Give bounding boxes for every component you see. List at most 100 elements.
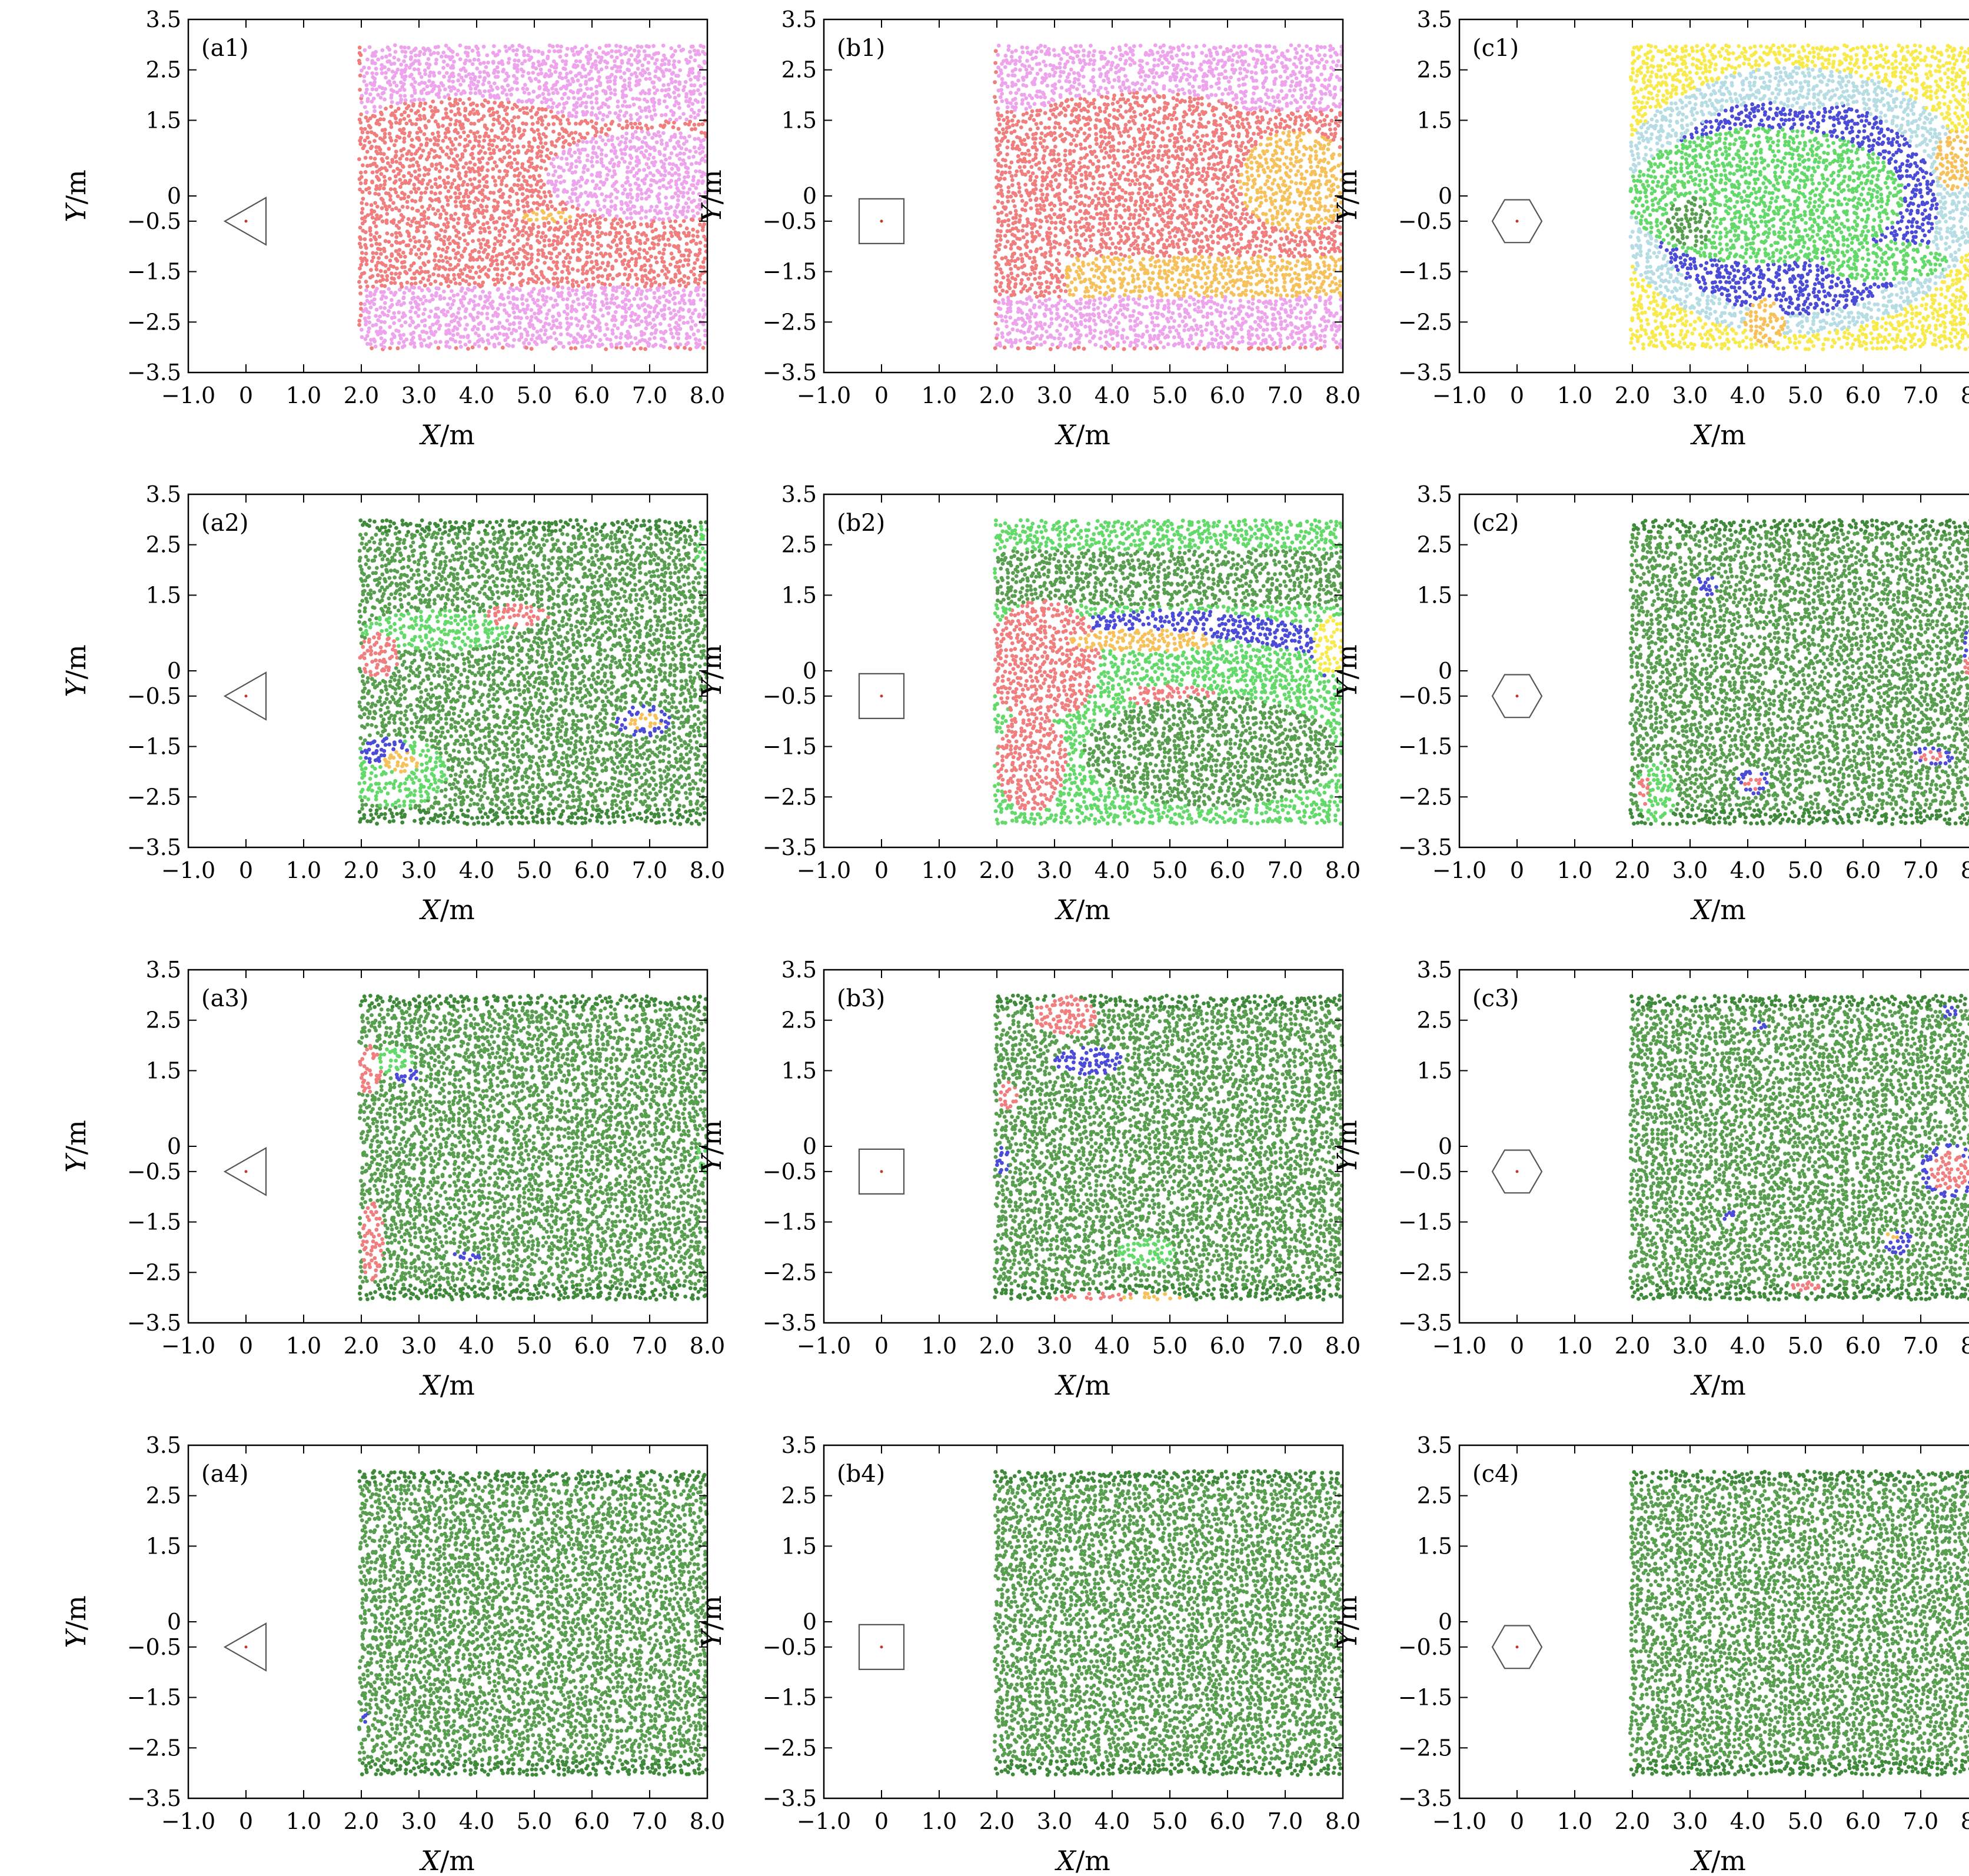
data-point: [388, 53, 392, 57]
data-point: [370, 179, 374, 184]
data-point: [398, 118, 403, 122]
data-point: [374, 314, 378, 318]
data-point: [379, 184, 383, 188]
data-point: [358, 51, 362, 55]
data-point: [358, 235, 362, 240]
data-point: [392, 321, 396, 325]
data-point: [375, 231, 379, 235]
data-point: [367, 327, 371, 331]
data-point: [397, 330, 401, 334]
data-point: [384, 107, 388, 111]
data-point: [372, 221, 376, 225]
data-point: [361, 164, 365, 168]
data-point: [392, 311, 396, 315]
data-point: [359, 302, 363, 306]
data-point: [377, 145, 381, 149]
data-point: [375, 72, 379, 76]
data-point: [362, 79, 366, 84]
data-point: [394, 272, 398, 276]
data-point: [361, 207, 365, 211]
data-point: [382, 152, 386, 156]
data-point: [387, 309, 391, 313]
data-point: [383, 132, 387, 136]
data-point: [358, 291, 362, 295]
data-point: [375, 287, 379, 291]
data-point: [363, 219, 367, 224]
data-point: [359, 257, 363, 261]
data-point: [360, 201, 364, 205]
data-point: [371, 274, 375, 278]
data-point: [360, 94, 364, 98]
data-point: [372, 139, 377, 143]
data-point: [376, 273, 380, 277]
data-point: [392, 169, 396, 174]
data-point: [400, 154, 404, 158]
data-point: [358, 188, 362, 192]
data-point: [365, 83, 369, 87]
data-point: [372, 209, 377, 214]
data-point: [393, 62, 397, 66]
data-point: [373, 201, 377, 205]
data-point: [387, 147, 391, 151]
data-point: [379, 96, 383, 100]
data-point: [372, 105, 377, 109]
data-point: [365, 262, 369, 267]
data-point: [367, 321, 371, 325]
data-point: [380, 274, 384, 278]
data-point: [363, 237, 367, 241]
data-point: [368, 342, 372, 346]
data-point: [364, 230, 368, 234]
data-point: [397, 252, 401, 256]
data-point: [389, 105, 393, 109]
data-point: [367, 315, 371, 320]
data-point: [392, 277, 396, 281]
data-point: [397, 208, 401, 212]
data-point: [367, 186, 371, 190]
data-point: [374, 149, 378, 154]
data-point: [365, 71, 369, 75]
data-point: [393, 187, 397, 191]
data-point: [367, 330, 371, 334]
data-point: [382, 247, 386, 251]
data-point: [396, 194, 400, 198]
data-point: [378, 314, 382, 318]
data-point: [358, 285, 362, 289]
data-point: [388, 136, 393, 140]
data-point: [387, 240, 391, 244]
data-point: [382, 187, 386, 191]
data-point: [384, 264, 388, 268]
data-point: [364, 288, 368, 292]
data-point: [397, 341, 401, 345]
data-point: [384, 55, 388, 59]
data-point: [365, 135, 370, 139]
data-point: [363, 139, 367, 143]
data-point: [374, 251, 378, 255]
data-point: [372, 80, 377, 84]
data-point: [370, 145, 374, 149]
data-point: [394, 149, 398, 154]
data-point: [385, 212, 389, 216]
data-point: [399, 98, 403, 102]
data-point: [398, 178, 402, 182]
panel-a1: −1.0 0 1.0 2.0 3.0 4.0 5.0 6.0 7.0 8.03.52.51.50−…: [60, 6, 725, 451]
data-point: [374, 50, 378, 54]
data-point: [398, 169, 403, 173]
data-point: [374, 66, 378, 71]
data-point: [379, 326, 383, 330]
data-point: [383, 320, 387, 324]
data-point: [393, 315, 397, 320]
data-point: [363, 243, 367, 247]
data-point: [388, 258, 393, 262]
data-point: [370, 259, 374, 263]
data-point: [357, 319, 361, 323]
data-point: [371, 285, 375, 289]
data-point: [378, 305, 383, 310]
data-point: [383, 141, 387, 145]
data-point: [357, 323, 361, 327]
data-point: [385, 218, 389, 222]
data-point: [394, 139, 398, 143]
data-point: [377, 178, 381, 182]
data-point: [387, 192, 391, 196]
data-point: [360, 251, 364, 255]
